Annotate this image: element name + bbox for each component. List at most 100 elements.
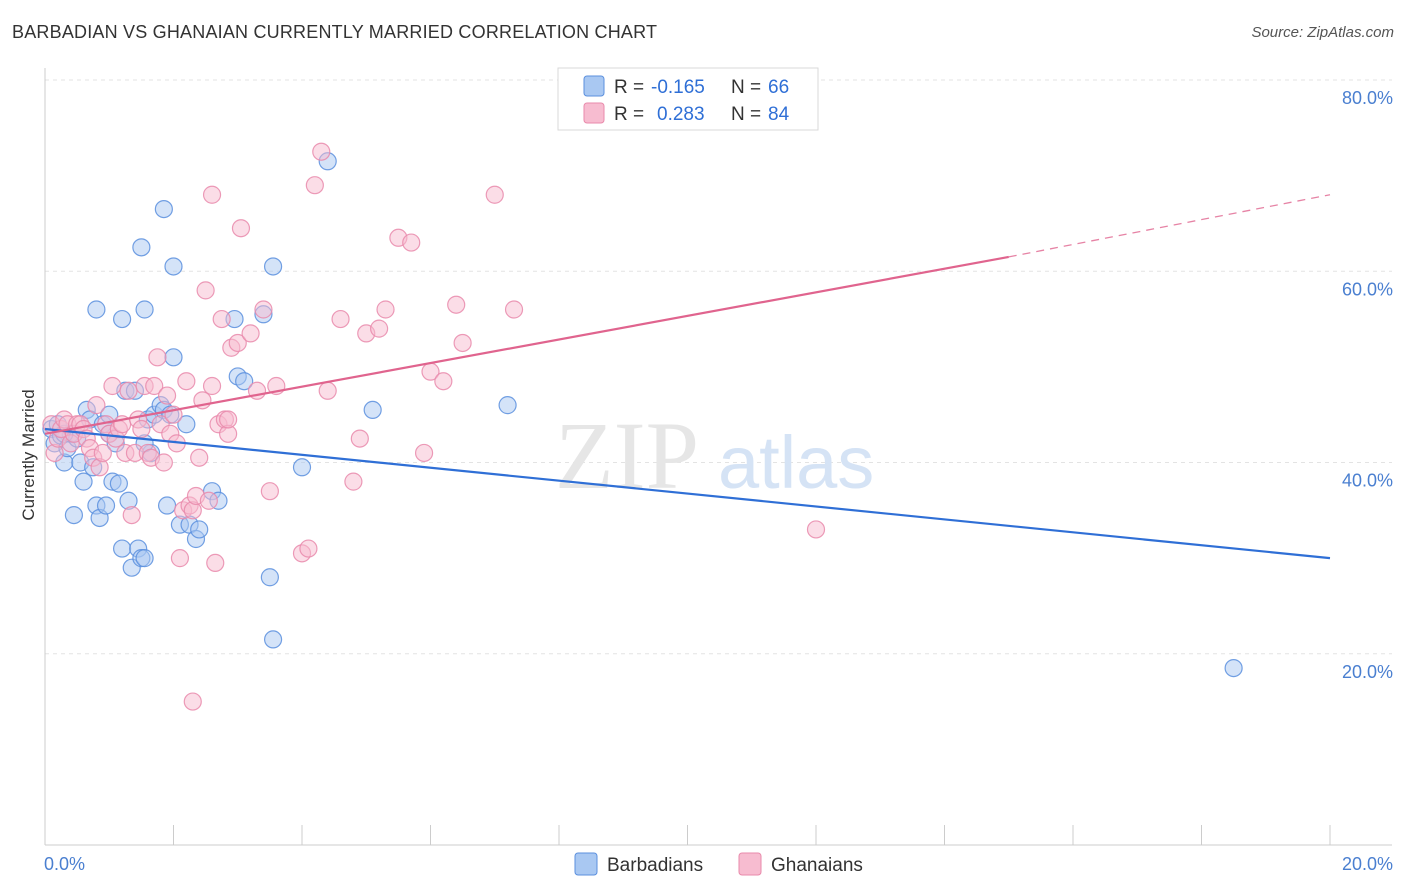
barbadians-point-53: [132, 238, 151, 257]
ghanaians-point-49: [199, 491, 218, 510]
ghanaians-point-81: [504, 300, 524, 319]
ghanaians-point-14: [87, 396, 106, 415]
barbadians-point-10: [74, 472, 93, 491]
barbadians-point-58: [263, 630, 283, 649]
x-tick-labels: 0.0% 20.0%: [44, 854, 1393, 874]
barbadians-point-59: [292, 458, 312, 477]
watermark-atlas: atlas: [718, 421, 874, 504]
ghanaians-point-33: [148, 348, 167, 367]
barbadians-point-7: [64, 505, 84, 525]
ghanaians-point-75: [414, 443, 434, 463]
y-tick-label-0: 20.0%: [1342, 662, 1393, 682]
legend-r-label-blue: R =: [614, 77, 644, 98]
chart-source: Source: ZipAtlas.com: [1251, 24, 1394, 41]
ghanaians-point-82: [312, 142, 331, 161]
axes: [44, 68, 1392, 846]
ghanaians-point-77: [434, 372, 453, 391]
legend-n-label-blue: N =: [731, 77, 761, 98]
ghanaians-point-28: [132, 419, 151, 439]
watermark-zip: ZIP: [555, 402, 699, 509]
barbadians-point-55: [87, 300, 106, 319]
ghanaians-point-68: [344, 472, 363, 491]
ghanaians-point-48: [196, 281, 215, 300]
legend-n-value-blue: 66: [768, 77, 789, 98]
legend-swatch-blue: [583, 75, 605, 97]
ghanaians-point-59: [241, 324, 260, 343]
y-tick-label-2: 60.0%: [1342, 279, 1393, 299]
ghanaians-point-51: [206, 553, 225, 573]
y-tick-labels: 20.0% 40.0% 60.0% 80.0%: [1342, 88, 1393, 682]
ghanaians-points: [42, 142, 826, 711]
ghanaians-point-46: [190, 448, 209, 467]
ghanaians-point-69: [350, 429, 369, 448]
stats-legend: R = -0.165 N = 66 R = 0.283 N = 84: [557, 67, 819, 131]
ghanaians-point-67: [331, 309, 350, 329]
ghanaians-point-65: [299, 539, 318, 558]
ghanaians-point-57: [228, 333, 247, 353]
chart-title: BARBADIAN VS GHANAIAN CURRENTLY MARRIED …: [12, 22, 658, 42]
ghanaians-point-84: [305, 176, 324, 195]
ghanaians-point-79: [453, 333, 472, 353]
y-tick-label-1: 40.0%: [1342, 471, 1393, 491]
ghanaians-point-36: [157, 386, 177, 405]
legend-r-value-pink: 0.283: [657, 104, 705, 125]
y-tick-label-3: 80.0%: [1342, 88, 1393, 108]
barbadians-point-39: [177, 415, 196, 434]
ghanaians-point-24: [119, 381, 138, 400]
x-tick-label-1: 20.0%: [1342, 854, 1393, 874]
ghanaians-point-19: [103, 376, 122, 396]
ghanaians-point-85: [202, 185, 222, 204]
ghanaians-point-50: [202, 376, 222, 396]
barbadians-point-50: [260, 568, 279, 587]
ghanaians-trend-line: [44, 255, 1009, 435]
barbadians-trend-line: [44, 427, 1331, 560]
barbadians-point-52: [164, 257, 183, 276]
bottom-swatch-barbadians: [574, 852, 598, 876]
ghanaians-trend-extension: [1008, 194, 1331, 258]
barbadians-point-43: [190, 520, 209, 539]
ghanaians-point-35: [154, 453, 173, 472]
ghanaians-point-83: [806, 520, 826, 539]
barbadians-point-57: [135, 300, 154, 319]
ghanaians-point-86: [183, 692, 202, 711]
barbadians-point-61: [363, 400, 382, 420]
ghanaians-point-72: [376, 300, 395, 319]
bottom-swatch-ghanaians: [738, 852, 762, 876]
ghanaians-point-32: [145, 376, 164, 396]
ghanaians-point-78: [447, 295, 466, 314]
ghanaians-point-25: [122, 505, 141, 525]
x-tick-label-0: 0.0%: [44, 854, 85, 874]
series-legend: Barbadians Ghanaians: [574, 852, 863, 876]
barbadians-point-22: [112, 539, 132, 558]
barbadians-point-38: [164, 348, 183, 367]
ghanaians-point-16: [93, 443, 112, 463]
barbadians-point-36: [157, 496, 177, 515]
barbadians-point-51: [263, 257, 283, 276]
ghanaians-point-80: [485, 185, 504, 204]
barbadians-point-63: [1224, 658, 1243, 678]
legend-n-value-pink: 84: [768, 104, 790, 125]
legend-r-label-pink: R =: [614, 104, 644, 125]
ghanaians-point-40: [170, 549, 190, 568]
y-axis-label: Currently Married: [19, 389, 38, 520]
ghanaians-point-58: [231, 219, 251, 238]
barbadians-point-17: [96, 496, 116, 515]
barbadians-point-56: [112, 309, 132, 329]
barbadians-point-48: [235, 372, 254, 391]
ghanaians-point-61: [254, 300, 273, 319]
barbadians-point-29: [135, 549, 154, 568]
ghanaians-point-71: [370, 319, 389, 338]
ghanaians-point-62: [260, 482, 279, 501]
grid-lines: [45, 79, 1392, 655]
barbadians-point-62: [498, 396, 517, 415]
legend-swatch-pink: [583, 102, 605, 124]
bottom-legend-barbadians: Barbadians: [607, 855, 703, 876]
ghanaians-point-42: [177, 372, 196, 391]
watermark: ZIP atlas: [555, 402, 874, 509]
barbadians-point-21: [109, 474, 128, 493]
legend-r-value-blue: -0.165: [651, 77, 705, 98]
ghanaians-point-87: [219, 410, 238, 429]
ghanaians-point-53: [212, 309, 231, 329]
bottom-legend-ghanaians: Ghanaians: [771, 855, 863, 876]
